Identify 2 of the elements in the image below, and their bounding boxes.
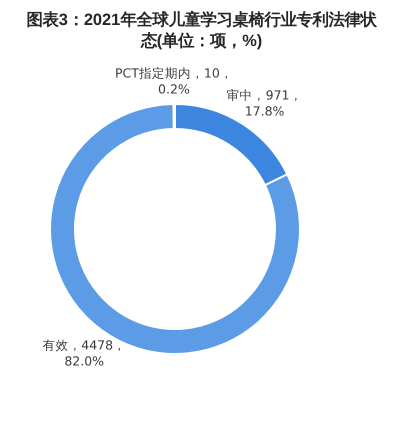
chart-title: 图表3：2021年全球儿童学习桌椅行业专利法律状态(单位：项，%) xyxy=(26,10,378,52)
slice-label: 有效，4478，82.0% xyxy=(42,337,126,368)
